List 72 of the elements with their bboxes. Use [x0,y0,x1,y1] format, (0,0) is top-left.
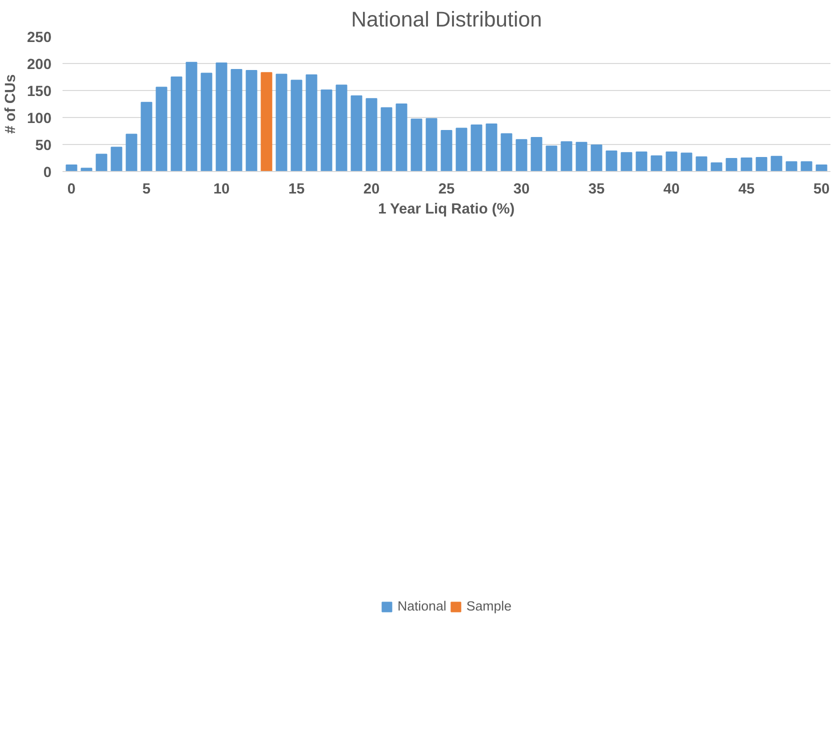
y-tick-label: 50 [35,138,52,154]
bar [440,130,452,172]
y-tick-label: 250 [27,30,52,46]
bar [426,118,438,172]
bar [200,72,212,172]
x-tick-label: 35 [588,182,605,198]
bar [636,152,648,172]
bar [516,139,528,172]
bar [576,142,588,172]
x-tick-label: 10 [213,182,230,198]
bar [126,134,138,172]
bar [456,128,468,172]
x-tick-label: 30 [513,182,530,198]
bar [186,62,198,172]
bar [140,102,152,172]
legend-label: Sample [466,598,512,614]
x-tick-label: 50 [813,182,830,198]
bar [650,155,662,172]
bar [170,76,182,172]
x-tick-label: 20 [363,182,380,198]
bar [246,70,258,172]
bar [620,152,632,172]
y-tick-label: 200 [27,57,52,73]
bar [560,141,572,172]
x-tick-label: 40 [663,182,680,198]
x-tick-label: 0 [67,182,76,198]
bar [380,107,392,172]
bar [96,154,108,172]
y-tick-label: 100 [27,111,52,127]
bar [710,162,722,172]
y-tick-label: 150 [27,84,52,100]
bar [410,118,422,172]
x-tick-label: 15 [288,182,305,198]
bar [276,74,288,172]
x-tick-label: 25 [438,182,455,198]
bar [800,161,812,172]
bar [696,156,708,172]
bar [680,152,692,172]
legend-label: National [397,598,446,614]
x-tick-label: 5 [142,182,151,198]
bar [230,68,242,172]
bar [546,146,558,172]
bar [470,124,482,172]
bar [816,164,828,172]
bar [110,146,122,172]
bar [500,133,512,172]
bar [260,72,272,172]
bar [350,95,362,172]
bar [590,144,602,172]
bar [336,84,348,172]
x-tick-label: 45 [738,182,755,198]
bar [216,62,228,172]
bar [786,161,798,172]
y-axis-title: # of CUs [3,74,20,134]
bar [756,156,768,172]
bar [726,158,738,172]
bar [320,89,332,172]
bar [66,164,78,172]
bar [606,150,618,172]
bar [306,74,318,172]
chart-title: National Distribution [351,8,542,32]
bar [740,158,752,172]
bar [530,136,542,172]
bar [290,80,302,172]
bar [396,104,408,172]
bar [666,152,678,172]
bar [366,98,378,172]
y-tick-label: 0 [43,165,52,181]
bar [486,123,498,172]
bar [770,156,782,172]
bar [156,86,168,172]
x-axis-title: 1 Year Liq Ratio (%) [378,202,515,218]
